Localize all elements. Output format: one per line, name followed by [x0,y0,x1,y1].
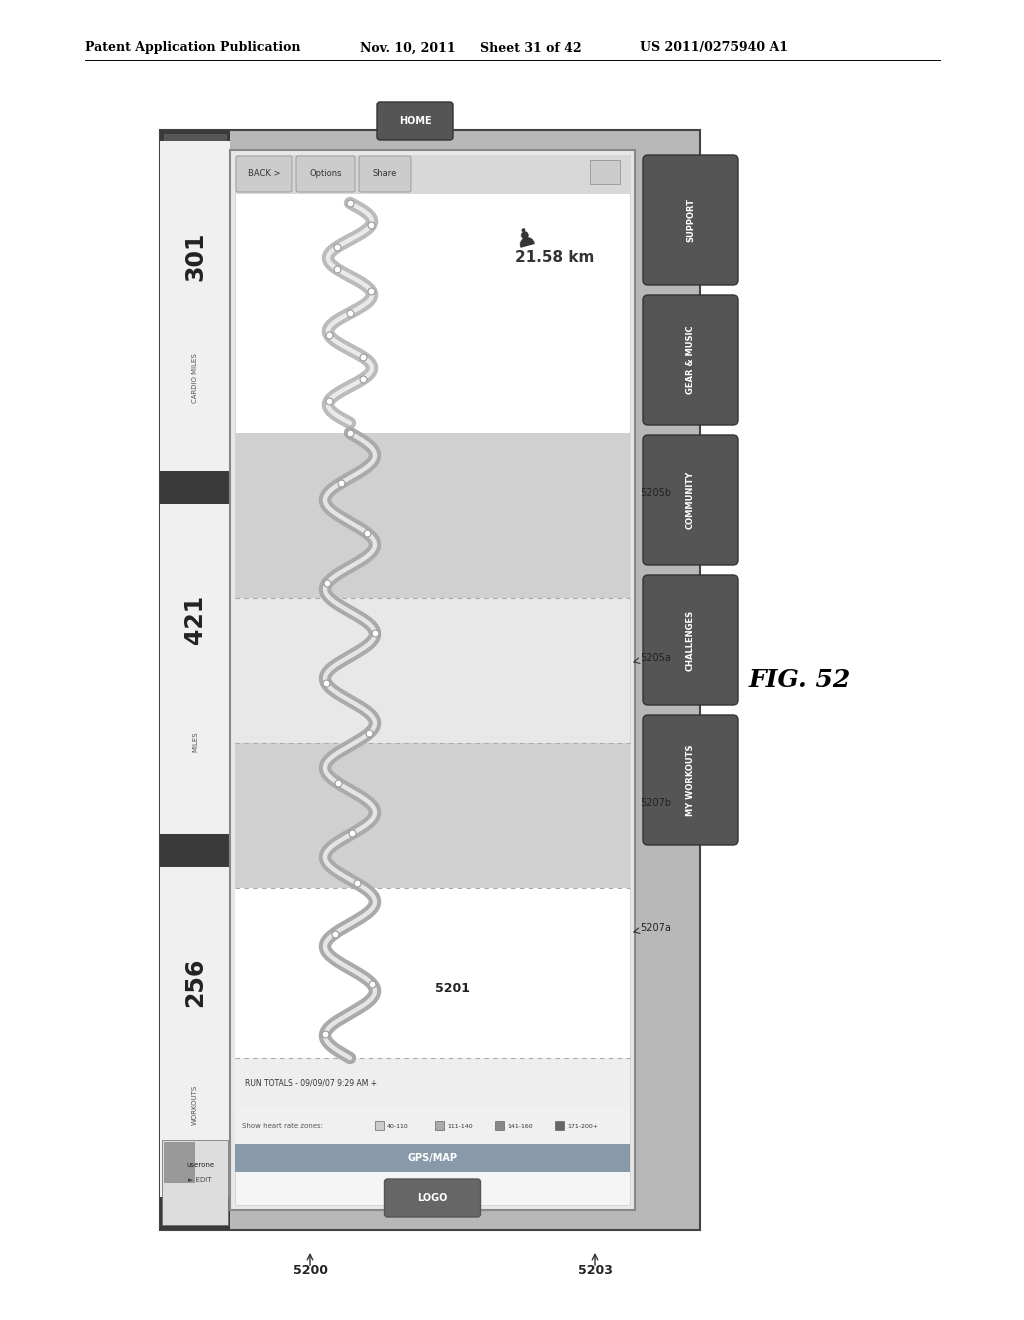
Text: HOME: HOME [398,116,431,125]
FancyBboxPatch shape [384,1179,480,1217]
Text: 171-200+: 171-200+ [567,1123,598,1129]
FancyBboxPatch shape [643,436,738,565]
Bar [234,743,630,888]
Bar [160,504,230,834]
Text: GPS/MAP: GPS/MAP [408,1152,458,1163]
Text: SUPPORT: SUPPORT [686,198,695,242]
Text: RUN TOTALS - 09/09/07 9:29 AM +: RUN TOTALS - 09/09/07 9:29 AM + [245,1078,377,1088]
Bar [435,1121,444,1130]
Text: 5205b: 5205b [640,488,671,498]
Text: COMMUNITY: COMMUNITY [686,471,695,529]
Text: US 2011/0275940 A1: US 2011/0275940 A1 [640,41,788,54]
Bar [234,154,630,1205]
FancyBboxPatch shape [643,576,738,705]
Bar [160,867,230,1197]
Bar [234,1059,630,1107]
Bar [234,154,630,193]
Bar [160,129,700,1230]
Text: 5201: 5201 [435,982,470,994]
Text: WORKOUTS: WORKOUTS [193,1085,198,1125]
Text: Sheet 31 of 42: Sheet 31 of 42 [480,41,582,54]
FancyBboxPatch shape [377,102,453,140]
Text: 21.58 km: 21.58 km [515,251,595,265]
Text: 5200: 5200 [293,1263,328,1276]
Bar [495,1121,504,1130]
FancyBboxPatch shape [643,154,738,285]
Bar [164,135,226,199]
FancyBboxPatch shape [236,156,292,191]
Text: Share: Share [373,169,397,178]
Text: Options: Options [309,169,342,178]
Text: 256: 256 [183,958,207,1007]
Text: MY WORKOUTS: MY WORKOUTS [686,744,695,816]
Bar [160,141,230,471]
Bar [234,1107,630,1144]
FancyBboxPatch shape [643,294,738,425]
Text: 111-140: 111-140 [447,1123,473,1129]
Text: ► EDIT: ► EDIT [188,1177,212,1183]
Bar [164,284,226,348]
Bar [164,1142,194,1181]
Text: BACK >: BACK > [248,169,281,178]
Bar [160,129,230,1230]
Text: 301: 301 [183,232,207,281]
Bar [590,160,620,183]
Bar [164,209,226,275]
FancyBboxPatch shape [643,715,738,845]
Text: 40-110: 40-110 [387,1123,409,1129]
Text: CHALLENGES: CHALLENGES [686,610,695,671]
Text: 5205a: 5205a [640,653,671,663]
Text: 5207b: 5207b [640,799,671,808]
Bar [555,1121,564,1130]
Text: Nov. 10, 2011: Nov. 10, 2011 [360,41,456,54]
Bar [162,1140,228,1225]
Text: GEAR & MUSIC: GEAR & MUSIC [686,326,695,395]
FancyBboxPatch shape [359,156,411,191]
Bar [234,193,630,433]
Text: CARDIO MILES: CARDIO MILES [193,354,198,404]
Text: MILES: MILES [193,731,198,752]
Text: ♟: ♟ [511,223,539,252]
Bar [375,1121,384,1130]
Bar [234,888,630,1059]
Text: Patent Application Publication: Patent Application Publication [85,41,300,54]
Text: Show heart rate zones:: Show heart rate zones: [242,1123,323,1129]
Text: 5207a: 5207a [640,923,671,933]
FancyBboxPatch shape [296,156,355,191]
Text: LOGO: LOGO [418,1193,447,1203]
Bar [234,1144,630,1172]
Text: 141-160: 141-160 [507,1123,532,1129]
Text: FIG. 52: FIG. 52 [749,668,851,692]
Bar [234,598,630,743]
Text: 5203: 5203 [578,1263,612,1276]
Bar [234,433,630,598]
Text: 421: 421 [183,595,207,644]
Text: userone: userone [186,1162,214,1168]
Bar [230,150,635,1210]
